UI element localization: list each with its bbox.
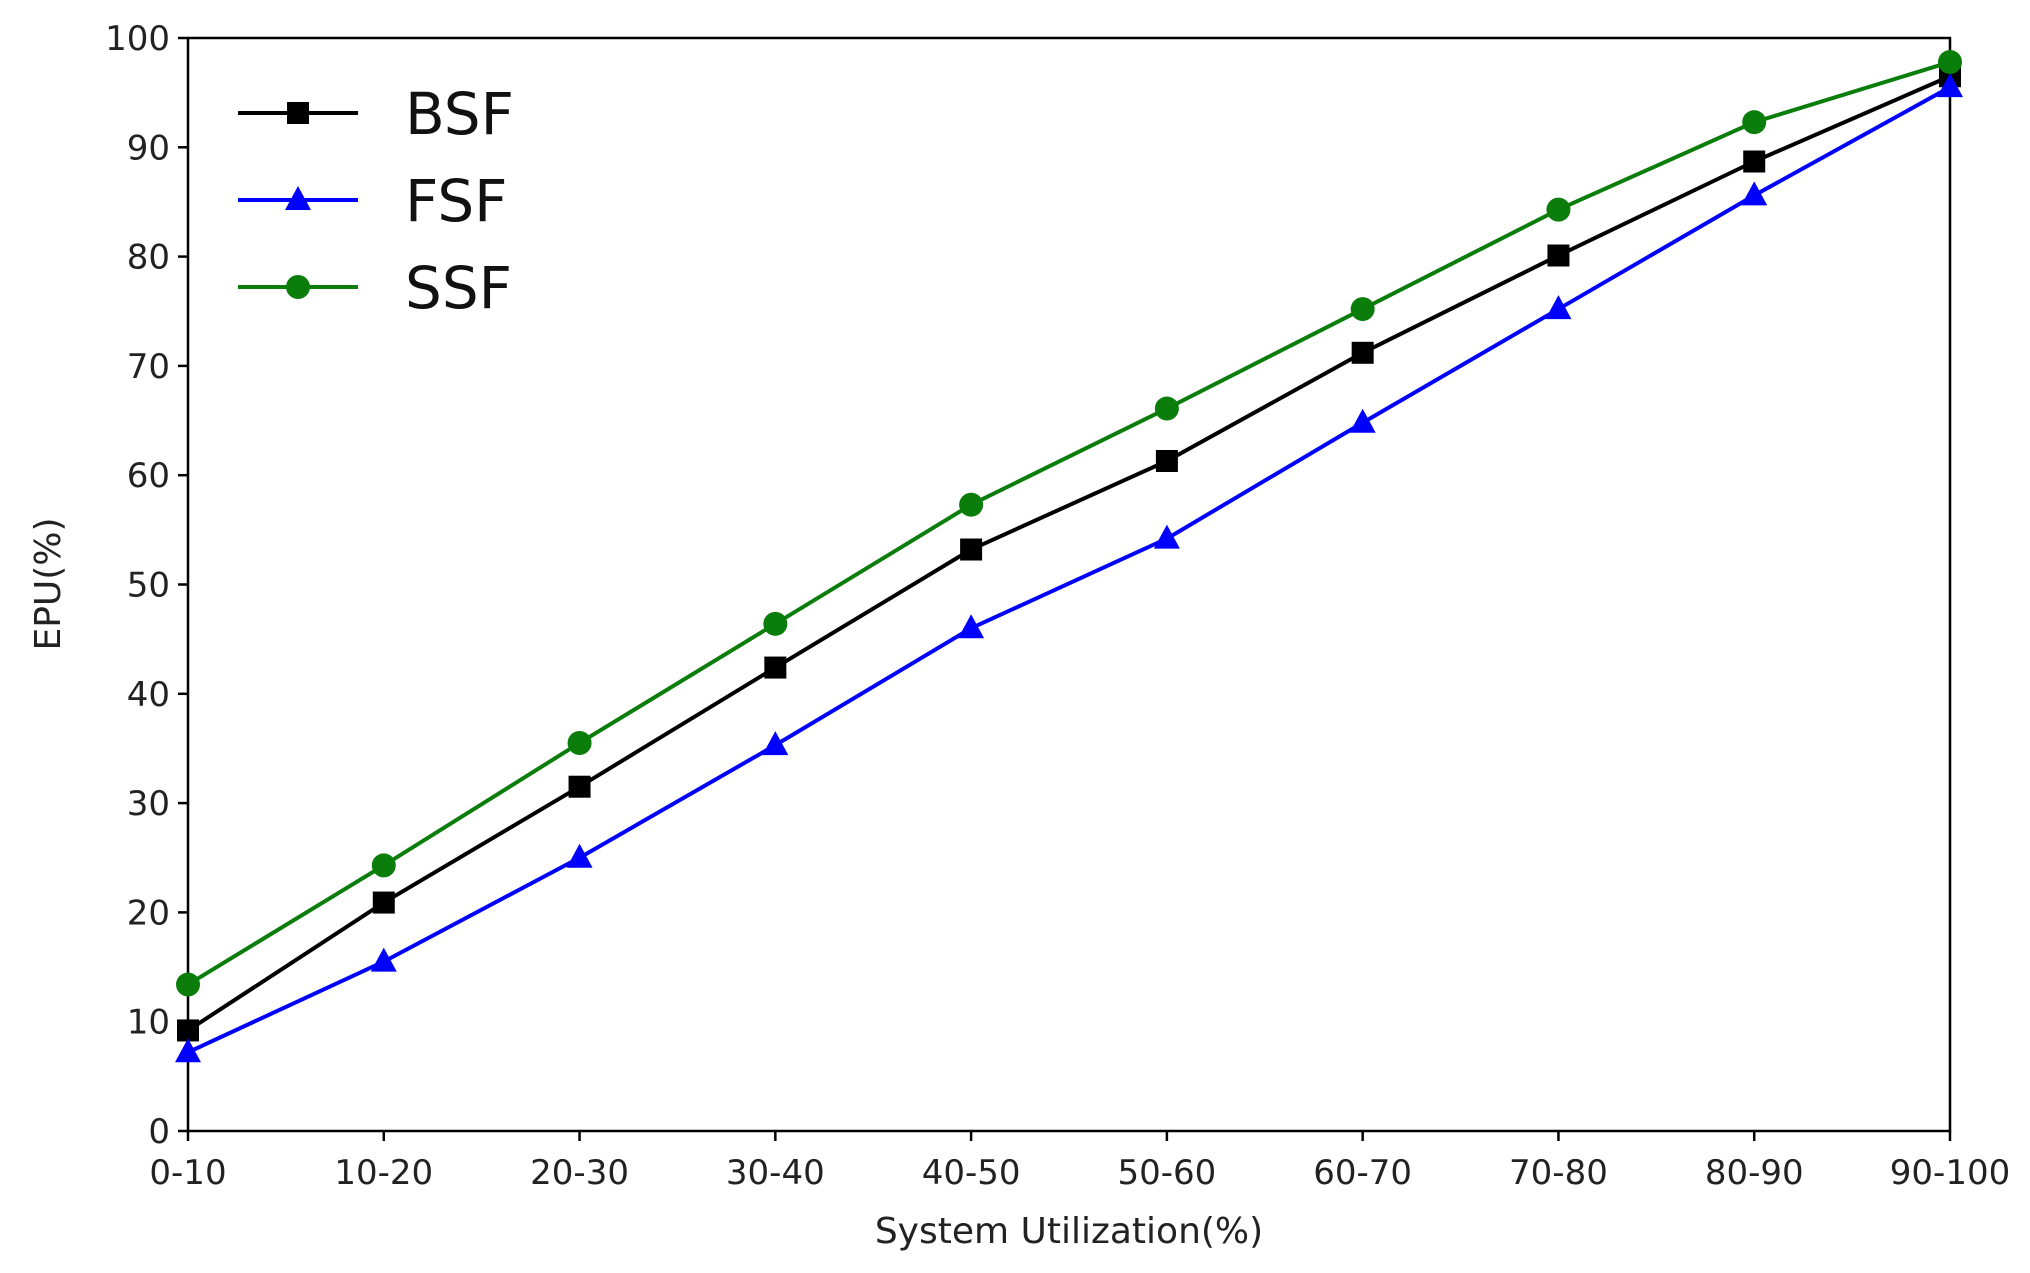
data-point-ssf — [1546, 197, 1571, 222]
data-point-ssf — [1938, 50, 1962, 75]
data-point-fsf — [762, 731, 789, 756]
legend-label-ssf: SSF — [405, 254, 512, 322]
data-point-fsf — [566, 843, 593, 868]
data-point-fsf — [1153, 524, 1180, 549]
series-line-bsf — [186, 74, 1951, 1033]
y-tick-label: 80 — [127, 238, 170, 278]
data-point-ssf — [371, 853, 396, 878]
legend: BSF FSF SSF — [238, 80, 514, 322]
legend-item-ssf: SSF — [238, 254, 512, 322]
data-point-ssf — [567, 730, 592, 755]
data-point-fsf — [1741, 181, 1768, 206]
legend-marker-ssf — [286, 275, 310, 299]
x-tick-label: 70-80 — [1509, 1153, 1608, 1193]
y-axis: 0 10 20 30 40 50 60 70 80 90 100 — [105, 19, 188, 1152]
x-axis: 0-10 10-20 20-30 30-40 40-50 50-60 60-70 70-80 8… — [149, 1131, 2010, 1193]
y-tick-label: 60 — [127, 456, 170, 496]
data-point-ssf — [1350, 297, 1375, 322]
x-axis-title: System Utilization(%) — [875, 1211, 1263, 1252]
y-axis-title: EPU(%) — [28, 517, 69, 650]
data-point-ssf — [1154, 396, 1179, 421]
legend-item-bsf: BSF — [238, 80, 514, 148]
series-layer — [175, 50, 1963, 1063]
y-tick-label: 10 — [127, 1003, 170, 1043]
data-point-bsf — [1743, 150, 1766, 173]
y-tick-label: 20 — [127, 893, 170, 933]
x-tick-label: 40-50 — [922, 1153, 1021, 1193]
data-point-fsf — [958, 614, 985, 639]
x-tick-label: 20-30 — [530, 1153, 629, 1193]
data-point-fsf — [1937, 73, 1963, 98]
y-tick-label: 50 — [127, 566, 170, 606]
data-point-bsf — [764, 656, 787, 679]
x-tick-label: 60-70 — [1313, 1153, 1412, 1193]
x-tick-label: 50-60 — [1117, 1153, 1216, 1193]
legend-label-bsf: BSF — [405, 80, 514, 148]
data-point-bsf — [1547, 244, 1570, 267]
x-tick-label: 80-90 — [1705, 1153, 1804, 1193]
y-tick-label: 90 — [127, 128, 170, 168]
data-point-fsf — [1545, 295, 1572, 320]
data-point-bsf — [177, 1019, 199, 1042]
series-line-ssf — [186, 60, 1951, 987]
series-line-fsf — [187, 85, 1951, 1055]
legend-label-fsf: FSF — [405, 167, 508, 235]
data-point-bsf — [372, 891, 395, 914]
x-tick-label: 10-20 — [334, 1153, 433, 1193]
data-point-bsf — [960, 538, 983, 561]
legend-marker-bsf — [287, 102, 309, 124]
legend-item-fsf: FSF — [238, 167, 508, 235]
legend-marker-fsf — [285, 186, 311, 210]
data-point-ssf — [763, 611, 788, 636]
data-point-ssf — [1742, 110, 1767, 135]
data-point-bsf — [568, 775, 591, 798]
x-tick-label: 0-10 — [149, 1153, 226, 1193]
y-tick-label: 70 — [127, 347, 170, 387]
data-point-fsf — [370, 947, 397, 972]
series-ssf — [176, 50, 1962, 997]
data-point-ssf — [176, 972, 200, 997]
y-tick-label: 100 — [105, 19, 170, 59]
data-point-fsf — [1349, 408, 1376, 433]
y-tick-label: 30 — [127, 784, 170, 824]
data-point-bsf — [1351, 341, 1374, 364]
x-tick-label: 30-40 — [726, 1153, 825, 1193]
data-point-fsf — [175, 1038, 201, 1063]
y-tick-label: 0 — [148, 1112, 170, 1152]
series-fsf — [175, 73, 1963, 1063]
data-point-ssf — [959, 492, 984, 517]
y-tick-label: 40 — [127, 675, 170, 715]
data-point-bsf — [1155, 449, 1178, 472]
x-tick-label: 90-100 — [1890, 1153, 2010, 1193]
